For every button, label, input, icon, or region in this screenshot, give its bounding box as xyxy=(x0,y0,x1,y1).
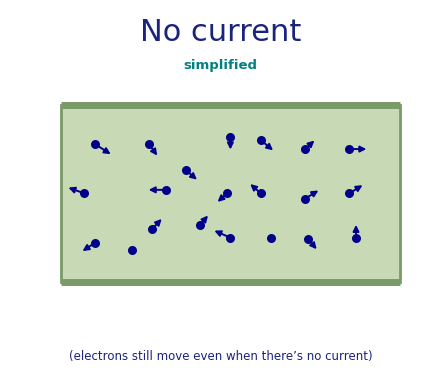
Text: simplified: simplified xyxy=(183,59,258,72)
Text: (electrons still move even when there’s no current): (electrons still move even when there’s … xyxy=(69,350,372,363)
Bar xyxy=(60,105,400,282)
Text: No current: No current xyxy=(140,18,301,47)
